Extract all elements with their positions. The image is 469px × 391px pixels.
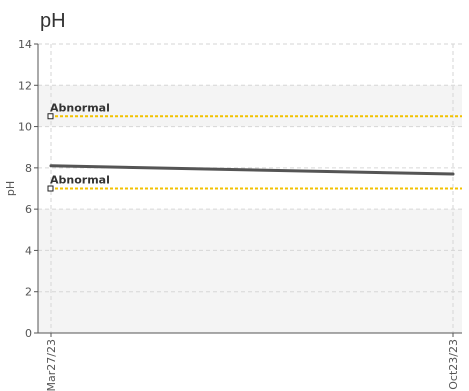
y-tick-label-5: 10: [18, 121, 32, 134]
y-tick-label-2: 4: [25, 244, 32, 257]
shaded-band-0: [38, 209, 462, 333]
y-tick-label-7: 14: [18, 38, 32, 51]
y-tick-label-0: 0: [25, 327, 32, 340]
threshold-label-1: Abnormal: [50, 174, 110, 187]
series-line-0: [49, 164, 455, 176]
threshold-label-0: Abnormal: [50, 101, 110, 114]
series-lines: [49, 164, 455, 176]
y-tick-label-6: 12: [18, 79, 32, 92]
threshold-marker-0: [47, 113, 54, 120]
y-tick-label-4: 8: [25, 162, 32, 175]
x-tick-label-1: Oct23/23: [447, 339, 460, 390]
threshold-marker-1: [47, 185, 54, 192]
shaded-band-1: [38, 85, 462, 127]
y-tick-label-1: 2: [25, 286, 32, 299]
tick-labels: 0 2 4 6 8 10 12 14 pH Mar27/23 Oct23/23: [4, 38, 460, 391]
threshold-lines: Abnormal Abnormal: [47, 101, 462, 192]
chart-title: pH: [40, 10, 66, 32]
x-tick-label-0: Mar27/23: [45, 339, 58, 391]
y-tick-label-3: 6: [25, 203, 32, 216]
y-axis-title: pH: [4, 181, 17, 196]
shaded-bands: [38, 85, 462, 333]
grid-lines: [38, 43, 462, 333]
axes: [34, 43, 462, 337]
